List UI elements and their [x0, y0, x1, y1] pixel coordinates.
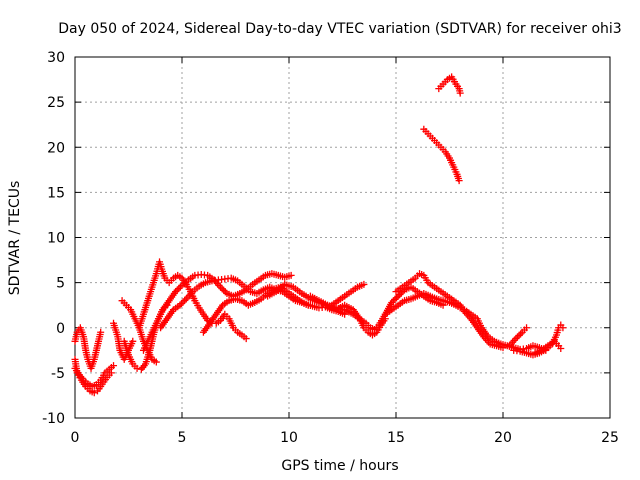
data-point	[559, 324, 567, 332]
series-arc-s	[531, 337, 565, 357]
data-point	[360, 280, 368, 288]
y-axis-label: SDTVAR / TECUs	[7, 181, 23, 296]
y-tick-label: -5	[51, 366, 65, 382]
x-tick-label: 10	[280, 430, 298, 446]
x-tick-labels: 0 5 10 15 20 25	[71, 430, 619, 446]
y-tick-labels: -10 -5 0 5 10 15 20 25 30	[42, 50, 65, 427]
data-point	[396, 291, 404, 299]
y-tick-label: 10	[47, 231, 65, 247]
data-point	[172, 288, 180, 296]
x-axis-label: GPS time / hours	[281, 458, 398, 474]
series-arc-l	[306, 292, 389, 339]
y-tick-label: 5	[56, 276, 65, 292]
data-point	[242, 335, 250, 343]
data-point	[388, 298, 396, 306]
data-point	[179, 298, 187, 306]
data-point	[181, 296, 189, 304]
data-point	[391, 295, 399, 303]
series-arc-g	[135, 258, 250, 343]
series-arc-j	[199, 283, 349, 336]
data-point	[456, 89, 464, 97]
data-point	[173, 286, 181, 294]
data-point	[133, 364, 141, 372]
series-arc-m	[328, 280, 368, 309]
x-tick-label: 20	[494, 430, 512, 446]
data-point	[176, 283, 184, 291]
data-point	[394, 292, 402, 300]
data-point	[220, 286, 228, 294]
x-tick-label: 25	[601, 430, 619, 446]
series-arc-c	[71, 362, 118, 390]
data-point	[517, 330, 525, 338]
y-tick-label: 25	[47, 95, 65, 111]
data-marks	[71, 73, 567, 397]
series-arc-o	[392, 270, 507, 352]
y-tick-label: 30	[47, 50, 65, 66]
data-point	[287, 271, 295, 279]
data-point	[523, 324, 531, 332]
y-tick-label: 15	[47, 185, 65, 201]
series-arc-p	[460, 306, 550, 354]
data-point	[557, 345, 565, 353]
data-point	[97, 328, 105, 336]
data-point	[455, 177, 463, 185]
x-tick-label: 15	[387, 430, 405, 446]
series-arc-a	[71, 324, 105, 372]
data-point	[129, 337, 137, 345]
series-arc-u	[435, 73, 464, 97]
data-point	[389, 297, 397, 305]
data-point	[152, 358, 160, 366]
data-point	[177, 300, 185, 308]
series-arc-t	[420, 125, 463, 185]
series-arc-q	[505, 324, 531, 350]
series-arc-n	[381, 289, 464, 318]
y-tick-label: 0	[56, 321, 65, 337]
chart-title: Day 050 of 2024, Sidereal Day-to-day VTE…	[58, 21, 621, 37]
data-point	[221, 288, 229, 296]
data-point	[513, 333, 521, 341]
data-point	[175, 284, 183, 292]
data-point	[176, 301, 184, 309]
data-point	[110, 362, 118, 370]
data-point	[218, 285, 226, 293]
y-tick-label: -10	[42, 411, 65, 427]
data-point	[217, 283, 225, 291]
x-tick-label: 5	[178, 430, 187, 446]
x-tick-label: 0	[71, 430, 80, 446]
grid-lines	[75, 57, 610, 418]
y-tick-label: 20	[47, 140, 65, 156]
data-point	[393, 294, 401, 302]
data-point	[515, 331, 523, 339]
data-point	[512, 335, 520, 343]
